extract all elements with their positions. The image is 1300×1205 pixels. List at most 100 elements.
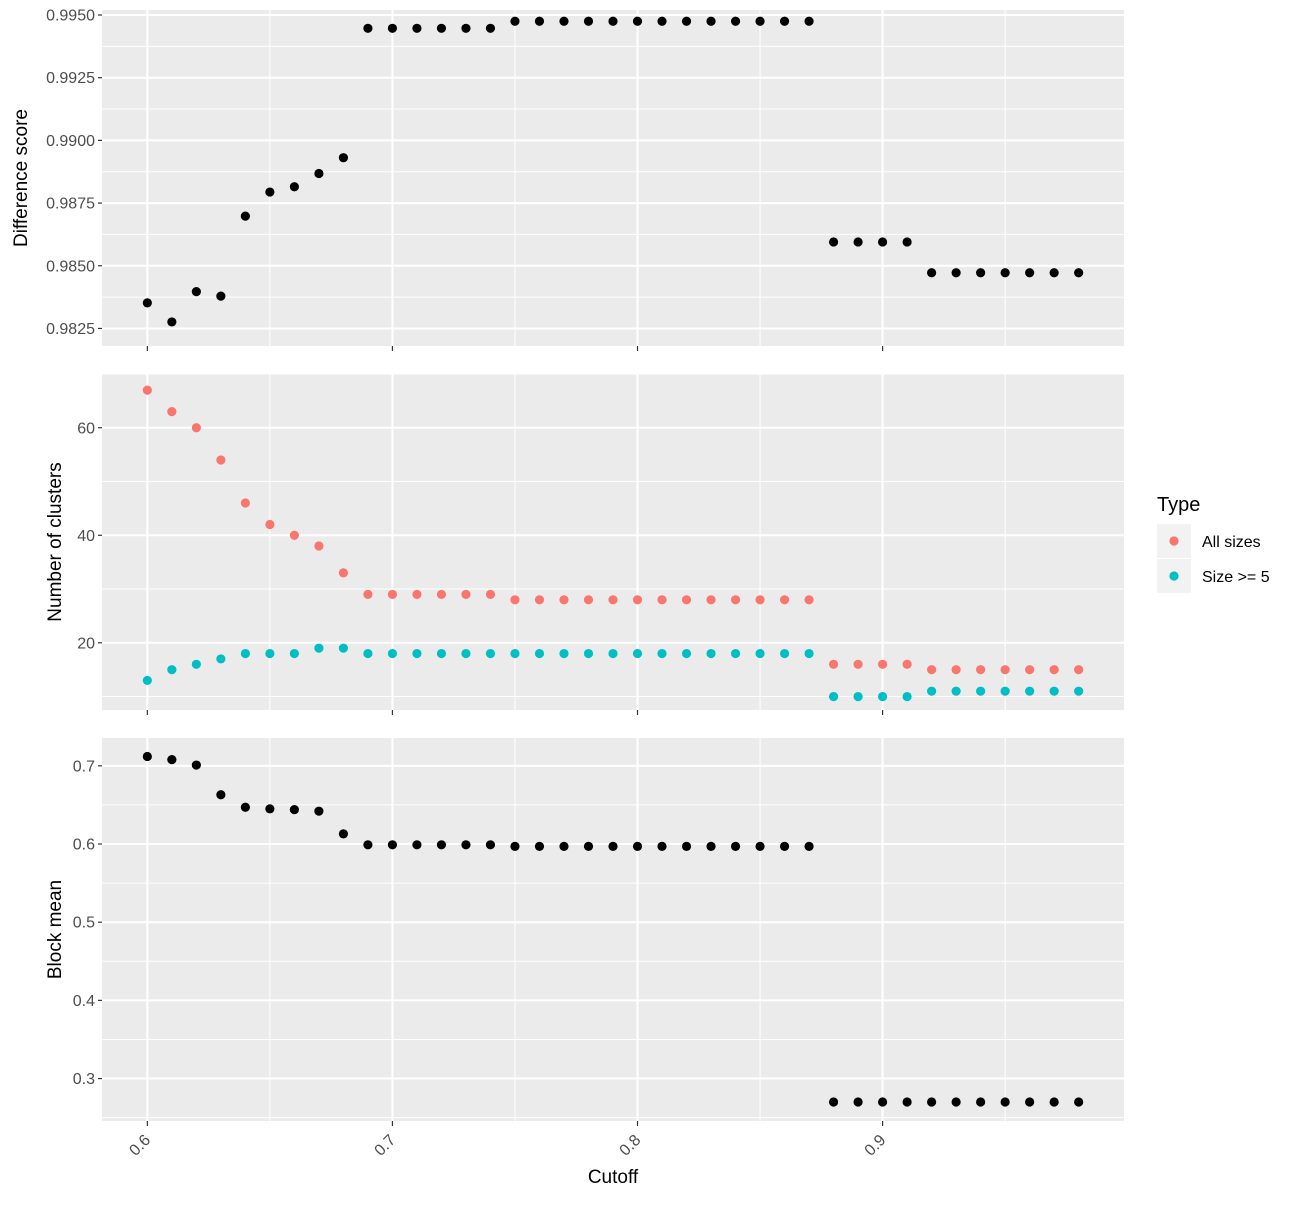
data-point bbox=[1049, 665, 1059, 675]
y-axis-title: Difference score bbox=[11, 109, 32, 247]
panel-3: 0.3 0.4 0.5 0.6 0.7 Block mean bbox=[45, 738, 1124, 1126]
y-tick-label: 0.7 bbox=[73, 758, 95, 775]
data-point bbox=[902, 659, 912, 669]
data-point bbox=[142, 675, 152, 686]
data-point bbox=[240, 648, 250, 659]
legend-swatch bbox=[1169, 571, 1179, 581]
data-point bbox=[265, 519, 275, 530]
data-point bbox=[167, 407, 177, 417]
data-point bbox=[314, 643, 324, 653]
data-point bbox=[1049, 686, 1059, 696]
data-point bbox=[265, 648, 275, 659]
data-point bbox=[387, 589, 398, 600]
data-point bbox=[927, 1097, 937, 1107]
y-axis-title: Number of clusters bbox=[45, 462, 66, 621]
data-point bbox=[779, 16, 790, 26]
data-point bbox=[779, 595, 790, 605]
data-point bbox=[338, 568, 349, 578]
y-tick-label: 60 bbox=[77, 420, 95, 437]
panel-2: 20 40 60 Number of clusters bbox=[45, 373, 1124, 715]
legend: Type All sizes Size >= 5 bbox=[1157, 494, 1270, 593]
data-point bbox=[706, 16, 716, 26]
data-point bbox=[387, 648, 398, 659]
data-point bbox=[608, 16, 618, 26]
data-point bbox=[314, 541, 324, 551]
data-point bbox=[779, 841, 790, 851]
data-point bbox=[583, 841, 594, 851]
data-point bbox=[1074, 1097, 1084, 1107]
data-point bbox=[681, 841, 692, 851]
y-tick-label: 0.9850 bbox=[46, 258, 95, 275]
data-point bbox=[461, 840, 471, 850]
data-point bbox=[559, 648, 569, 659]
data-point bbox=[510, 841, 520, 851]
data-point bbox=[167, 754, 177, 765]
data-point bbox=[853, 659, 863, 669]
y-tick-label: 20 bbox=[77, 635, 95, 652]
data-point bbox=[363, 648, 373, 659]
data-point bbox=[289, 805, 299, 815]
y-tick-label: 0.5 bbox=[73, 915, 95, 932]
legend-label: Size >= 5 bbox=[1202, 569, 1270, 586]
y-tick-label: 0.3 bbox=[73, 1071, 95, 1088]
data-point bbox=[289, 648, 299, 659]
data-point bbox=[706, 595, 716, 605]
data-point bbox=[755, 16, 765, 26]
data-point bbox=[510, 595, 520, 605]
data-point bbox=[902, 691, 912, 702]
y-axis-title: Block mean bbox=[45, 880, 66, 979]
data-point bbox=[1025, 686, 1035, 696]
y-tick-label: 0.9925 bbox=[46, 70, 95, 87]
panel-background bbox=[102, 738, 1124, 1121]
data-point bbox=[142, 751, 152, 762]
data-point bbox=[240, 211, 250, 221]
y-tick-label: 0.4 bbox=[73, 993, 95, 1010]
data-point bbox=[804, 16, 814, 26]
data-point bbox=[976, 268, 986, 278]
data-point bbox=[853, 1097, 863, 1107]
data-point bbox=[583, 16, 594, 26]
y-tick-label: 0.9875 bbox=[46, 196, 95, 213]
data-point bbox=[976, 1097, 986, 1107]
data-point bbox=[412, 589, 422, 600]
data-point bbox=[583, 648, 594, 659]
panel-1: 0.9825 0.9850 0.9875 0.9900 0.9925 0.9950 Diff… bbox=[11, 8, 1124, 351]
data-point bbox=[510, 648, 520, 659]
data-point bbox=[730, 16, 741, 26]
data-point bbox=[951, 268, 961, 278]
data-point bbox=[583, 595, 594, 605]
data-point bbox=[681, 595, 692, 605]
data-point bbox=[902, 237, 912, 247]
x-axis-title: Cutoff bbox=[588, 1167, 639, 1188]
data-point bbox=[877, 659, 888, 669]
data-point bbox=[657, 595, 667, 605]
data-point bbox=[534, 648, 545, 659]
data-point bbox=[951, 665, 961, 675]
data-point bbox=[289, 530, 299, 540]
y-tick-label: 0.9825 bbox=[46, 321, 95, 338]
legend-label: All sizes bbox=[1202, 534, 1261, 551]
data-point bbox=[142, 385, 152, 395]
data-point bbox=[657, 648, 667, 659]
data-point bbox=[927, 686, 937, 696]
data-point bbox=[142, 298, 152, 308]
data-point bbox=[828, 237, 839, 247]
data-point bbox=[1025, 268, 1035, 278]
data-point bbox=[853, 237, 863, 247]
data-point bbox=[363, 840, 373, 850]
data-point bbox=[216, 654, 226, 664]
data-point bbox=[1074, 665, 1084, 675]
data-point bbox=[191, 423, 201, 433]
data-point bbox=[828, 659, 839, 669]
data-point bbox=[927, 268, 937, 278]
data-point bbox=[706, 841, 716, 851]
panels: 0.9825 0.9850 0.9875 0.9900 0.9925 0.9950 Diff… bbox=[11, 8, 1124, 1126]
data-point bbox=[559, 16, 569, 26]
data-point bbox=[461, 589, 471, 600]
data-point bbox=[632, 841, 643, 851]
data-point bbox=[559, 841, 569, 851]
data-point bbox=[436, 23, 447, 33]
data-point bbox=[804, 841, 814, 851]
data-point bbox=[338, 153, 349, 163]
